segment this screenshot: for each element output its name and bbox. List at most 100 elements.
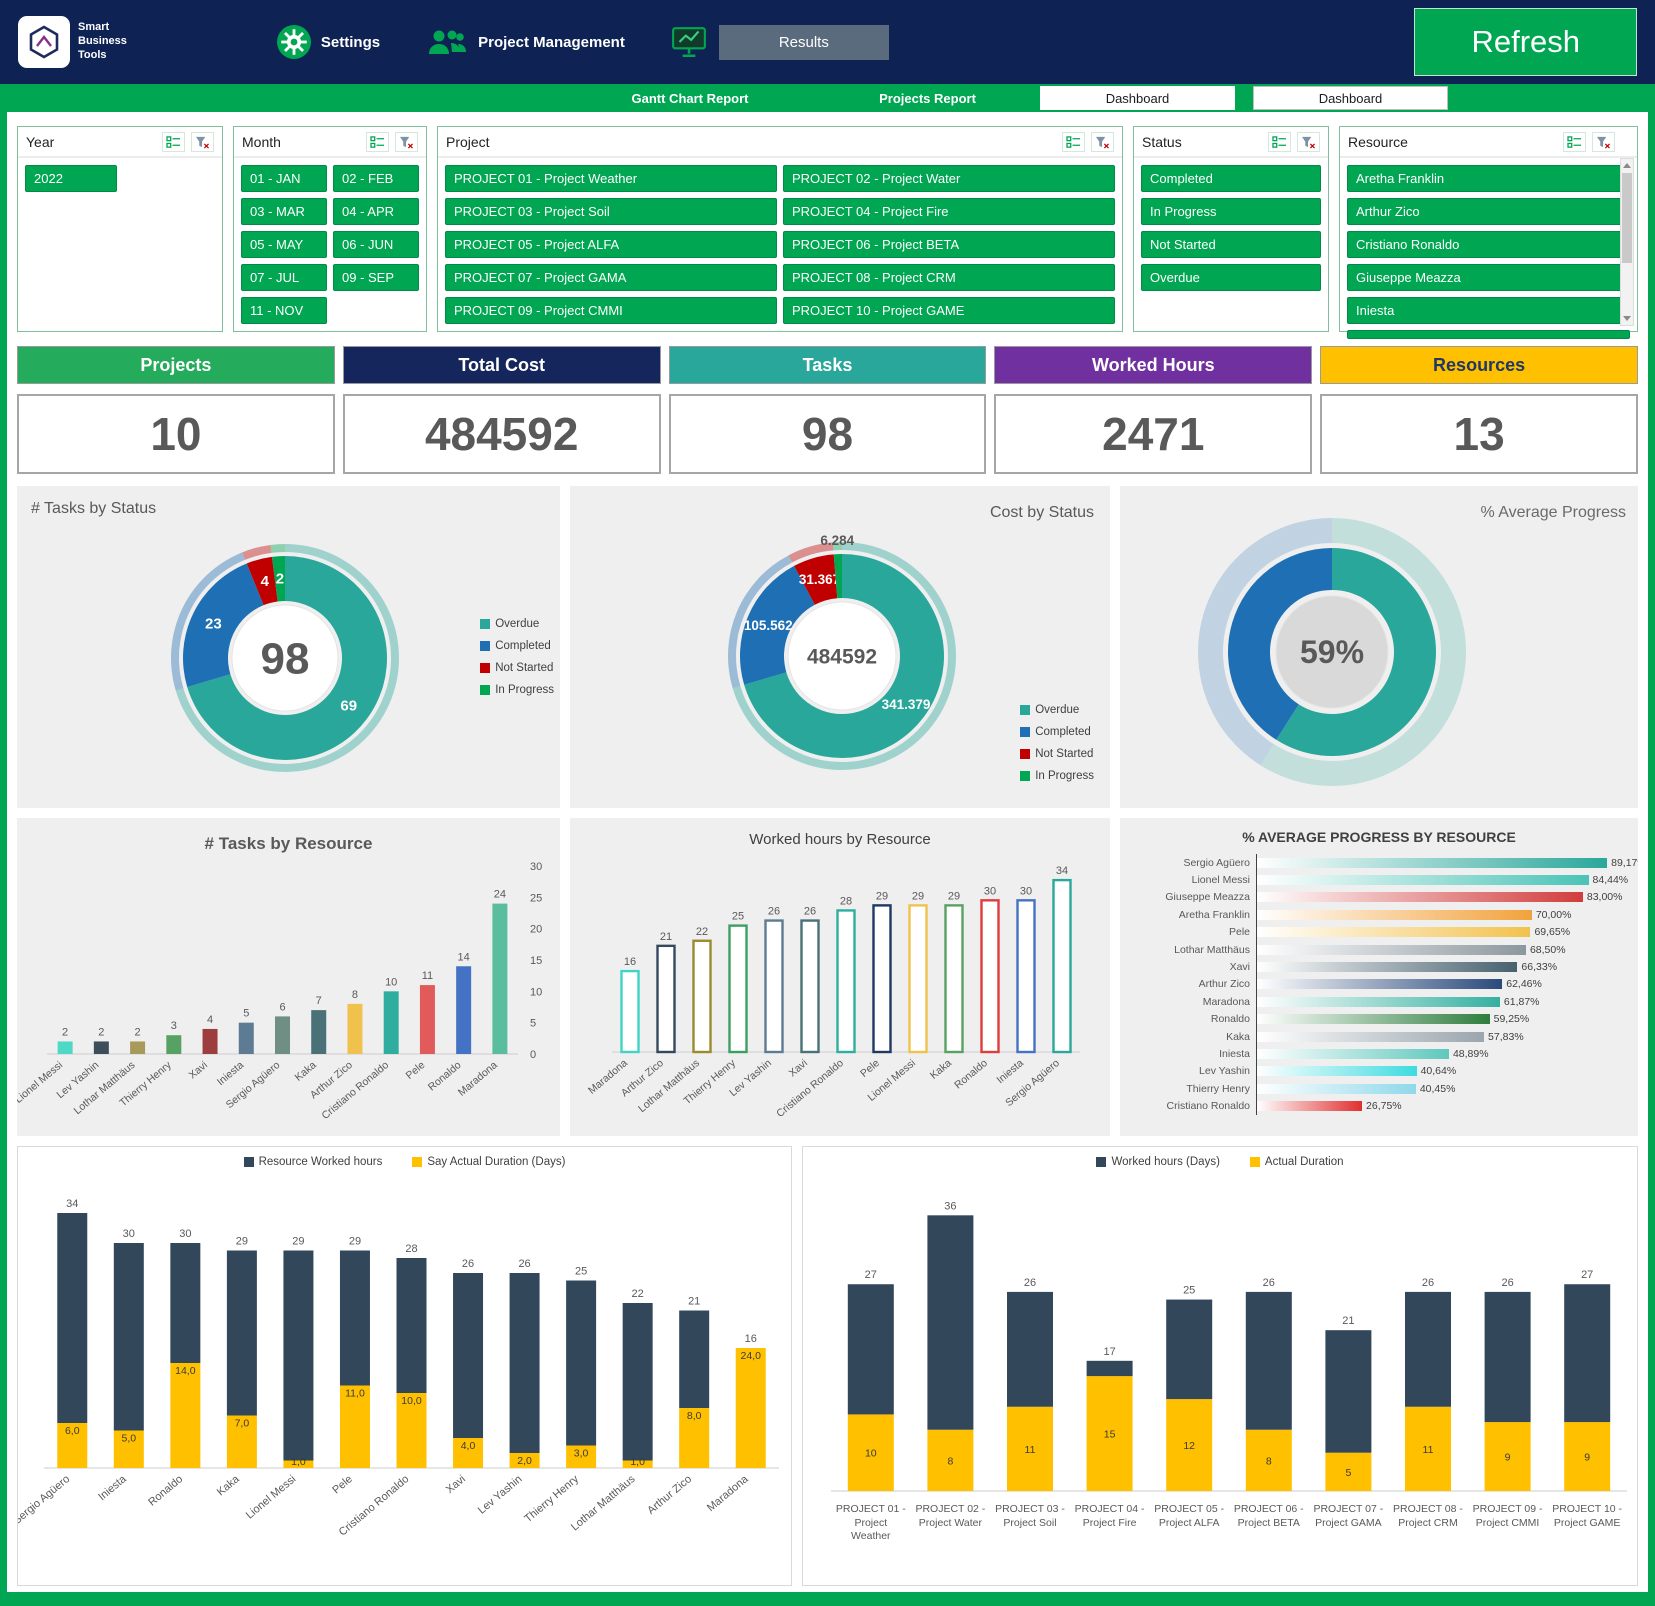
kpi-header: Tasks — [668, 346, 987, 384]
slicer-item[interactable]: Overdue — [1141, 264, 1321, 291]
slicer-item[interactable]: Not Started — [1141, 231, 1321, 258]
hbar-bar — [1257, 875, 1589, 886]
slicer-item[interactable]: PROJECT 10 - Project GAME — [783, 297, 1115, 324]
svg-text:28: 28 — [405, 1243, 417, 1255]
slicer-item[interactable]: PROJECT 03 - Project Soil — [445, 198, 777, 225]
slicer-item[interactable]: PROJECT 06 - Project BETA — [783, 231, 1115, 258]
legend-swatch — [480, 685, 491, 695]
legend-swatch — [1249, 1157, 1260, 1167]
cost-by-status-chart: 341.379 105.562 31.367 6.284 484592 — [727, 533, 956, 770]
chart-legend: Overdue Completed Not Started In Progress — [480, 618, 554, 696]
project-hours-duration-chart: 27 10 36 8 26 11 17 15 25 12 26 8 21 5 26 11 26 9 27 9 — [831, 1200, 1627, 1492]
legend-item: Say Actual Duration (Days) — [412, 1156, 565, 1168]
svg-text:26: 26 — [518, 1258, 530, 1270]
slicer-item[interactable]: 03 - MAR — [241, 198, 327, 225]
multiselect-icon[interactable] — [1062, 132, 1085, 152]
tab-dashboard-1[interactable]: Dashboard — [1040, 86, 1235, 110]
svg-text:20: 20 — [530, 924, 542, 936]
project-management-label: Project Management — [478, 33, 625, 51]
scroll-up-icon[interactable] — [1621, 159, 1633, 172]
svg-text:Iniesta: Iniesta — [96, 1473, 129, 1504]
kpi-value: 13 — [1320, 394, 1638, 474]
legend-item: Completed — [480, 640, 554, 652]
slicer-item[interactable]: Arthur Zico — [1347, 198, 1630, 225]
svg-text:26: 26 — [462, 1258, 474, 1270]
slicer-item[interactable]: PROJECT 07 - Project GAMA — [445, 264, 777, 291]
tab-dashboard-2[interactable]: Dashboard — [1253, 86, 1448, 110]
cost-by-status-panel: Cost by Status Overdue Completed Not Start… — [570, 486, 1110, 808]
slicer-item[interactable]: In Progress — [1141, 198, 1321, 225]
scrollbar-thumb[interactable] — [1622, 173, 1632, 263]
hbar-row: Maradona 61,87% — [1128, 993, 1630, 1011]
tab-gantt-chart-report[interactable]: Gantt Chart Report — [631, 90, 749, 106]
scroll-down-icon[interactable] — [1621, 312, 1633, 325]
legend-item: Not Started — [480, 662, 554, 674]
hbar-row: Ronaldo 59,25% — [1128, 1010, 1630, 1028]
clear-filter-icon[interactable] — [395, 132, 418, 152]
slicer-item[interactable]: 07 - JUL — [241, 264, 327, 291]
slicer-item[interactable]: 2022 — [25, 165, 117, 192]
svg-text:11: 11 — [422, 970, 433, 982]
svg-text:34: 34 — [1056, 865, 1068, 877]
refresh-button[interactable]: Refresh — [1414, 8, 1637, 76]
slicer-item[interactable]: PROJECT 05 - Project ALFA — [445, 231, 777, 258]
chart-title: # Tasks by Status — [31, 500, 157, 517]
logo-icon — [18, 16, 70, 68]
slicer-item[interactable]: 04 - APR — [333, 198, 419, 225]
slicer-item[interactable]: 05 - MAY — [241, 231, 327, 258]
svg-text:27: 27 — [1581, 1269, 1593, 1281]
multiselect-icon[interactable] — [366, 132, 389, 152]
slicer-item[interactable]: 09 - SEP — [333, 264, 419, 291]
slicer-item[interactable]: 01 - JAN — [241, 165, 327, 192]
chart-title: % Average Progress — [1480, 504, 1626, 521]
svg-text:Pele: Pele — [404, 1059, 428, 1082]
clear-filter-icon[interactable] — [1297, 132, 1320, 152]
svg-text:11: 11 — [1423, 1444, 1434, 1456]
slicer-item[interactable]: Iniesta — [1347, 297, 1630, 324]
slicer-item[interactable]: 06 - JUN — [333, 231, 419, 258]
hbar-row: Pele 69,65% — [1128, 923, 1630, 941]
slicer-item[interactable]: Completed — [1141, 165, 1321, 192]
multiselect-icon[interactable] — [1563, 132, 1586, 152]
multiselect-icon[interactable] — [1268, 132, 1291, 152]
clear-filter-icon[interactable] — [1091, 132, 1114, 152]
presentation-icon — [671, 26, 707, 58]
svg-text:5: 5 — [243, 1008, 249, 1020]
multiselect-icon[interactable] — [162, 132, 185, 152]
settings-nav[interactable]: Settings — [276, 25, 380, 59]
slicer-item[interactable]: PROJECT 09 - Project CMMI — [445, 297, 777, 324]
kpi-header: Total Cost — [342, 346, 661, 384]
svg-text:25: 25 — [1183, 1285, 1195, 1297]
tab-projects-report[interactable]: Projects Report — [879, 90, 976, 106]
clear-filter-icon[interactable] — [1592, 132, 1615, 152]
slicer-item[interactable]: Aretha Franklin — [1347, 165, 1630, 192]
slicer-item[interactable]: PROJECT 08 - Project CRM — [783, 264, 1115, 291]
svg-text:Sergio Agüero: Sergio Agüero — [18, 1473, 72, 1527]
results-button[interactable]: Results — [718, 24, 889, 60]
slicer-item-partial[interactable] — [1347, 330, 1630, 339]
svg-text:Pele: Pele — [330, 1473, 355, 1496]
logo-line2: Business — [78, 35, 127, 48]
project-management-nav[interactable]: Project Management — [426, 27, 625, 57]
resource-scrollbar[interactable] — [1620, 158, 1634, 326]
hbar-label: Arthur Zico — [1198, 978, 1250, 991]
slicer-item[interactable]: PROJECT 02 - Project Water — [783, 165, 1115, 192]
kpi-value: 98 — [668, 394, 987, 474]
clear-filter-icon[interactable] — [191, 132, 214, 152]
svg-text:Kaka: Kaka — [928, 1057, 954, 1082]
legend-item: In Progress — [1020, 770, 1094, 782]
svg-text:484592: 484592 — [807, 645, 877, 668]
slicer-item[interactable]: 02 - FEB — [333, 165, 419, 192]
slicer-item[interactable]: Cristiano Ronaldo — [1347, 231, 1630, 258]
slicer-item[interactable]: Giuseppe Meazza — [1347, 264, 1630, 291]
slicer-item[interactable]: 11 - NOV — [241, 297, 327, 324]
slicer-item[interactable]: PROJECT 04 - Project Fire — [783, 198, 1115, 225]
svg-text:6: 6 — [279, 1001, 285, 1013]
svg-text:7,0: 7,0 — [235, 1418, 250, 1430]
chart-legend: Worked hours (Days) Actual Duration — [803, 1147, 1637, 1168]
slicer-item[interactable]: PROJECT 01 - Project Weather — [445, 165, 777, 192]
chart-title: Cost by Status — [989, 504, 1094, 521]
svg-text:Thierry Henry: Thierry Henry — [522, 1473, 581, 1525]
axis-label: PROJECT 08 - Project CRM — [1393, 1503, 1463, 1529]
average-progress-chart: 59% — [1198, 518, 1467, 786]
